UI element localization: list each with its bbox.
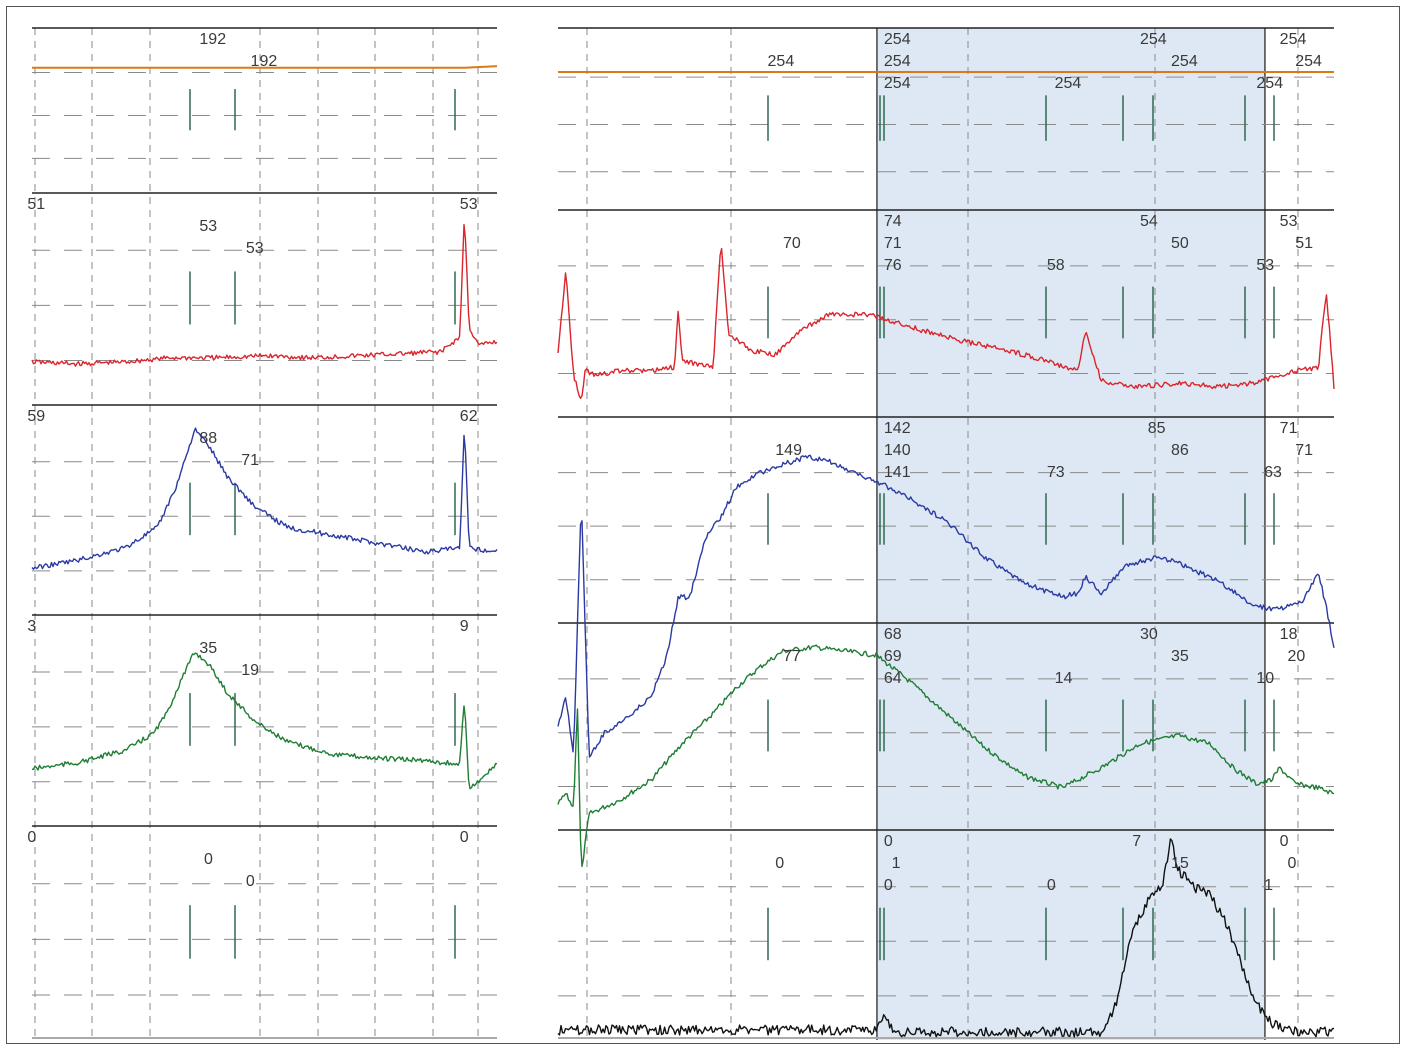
value-label-ch1: 53 <box>246 240 264 257</box>
value-label-ch2: 63 <box>1264 464 1282 481</box>
value-label-ch1: 53 <box>1280 213 1298 230</box>
value-label-ch3: 14 <box>1055 670 1073 687</box>
value-label-ch0: 192 <box>199 31 226 48</box>
value-label-ch2: 88 <box>199 430 217 447</box>
value-label-ch3: 19 <box>241 662 259 679</box>
value-label-ch3: 77 <box>783 648 801 665</box>
value-label-ch3: 64 <box>884 670 902 687</box>
value-label-ch4: 0 <box>775 855 784 872</box>
value-label-ch3: 10 <box>1256 670 1274 687</box>
value-label-ch1: 53 <box>460 196 478 213</box>
value-label-ch1: 76 <box>884 257 902 274</box>
value-label-ch1: 71 <box>884 235 902 252</box>
value-label-ch1: 51 <box>1295 235 1313 252</box>
value-label-ch0: 254 <box>884 31 911 48</box>
value-label-ch0: 254 <box>1280 31 1307 48</box>
value-label-ch1: 51 <box>27 196 45 213</box>
value-label-ch4: 0 <box>27 829 36 846</box>
value-label-ch0: 254 <box>1295 53 1322 70</box>
value-label-ch0: 254 <box>884 75 911 92</box>
value-label-ch1: 53 <box>199 218 217 235</box>
value-label-ch2: 71 <box>241 452 259 469</box>
value-label-ch2: 73 <box>1047 464 1065 481</box>
trace-channel-1 <box>31 224 498 367</box>
value-label-ch3: 3 <box>27 618 36 635</box>
value-label-ch1: 74 <box>884 213 902 230</box>
value-label-ch3: 35 <box>199 640 217 657</box>
trace-channel-1 <box>557 247 1335 399</box>
value-label-ch4: 1 <box>1264 877 1273 894</box>
value-label-ch1: 50 <box>1171 235 1189 252</box>
value-label-ch4: 0 <box>460 829 469 846</box>
value-label-ch3: 69 <box>884 648 902 665</box>
value-label-ch3: 18 <box>1280 626 1298 643</box>
value-label-ch3: 20 <box>1287 648 1305 665</box>
value-label-ch2: 62 <box>460 408 478 425</box>
value-label-ch2: 141 <box>884 464 911 481</box>
trace-channel-4 <box>557 838 1335 1038</box>
value-label-ch0: 192 <box>251 53 278 70</box>
value-label-ch2: 86 <box>1171 442 1189 459</box>
trace-channel-2 <box>31 427 498 570</box>
value-label-ch3: 9 <box>460 618 469 635</box>
value-label-ch1: 54 <box>1140 213 1158 230</box>
value-label-ch1: 53 <box>1256 257 1274 274</box>
value-label-ch2: 71 <box>1295 442 1313 459</box>
value-label-ch3: 68 <box>884 626 902 643</box>
value-label-ch3: 30 <box>1140 626 1158 643</box>
value-label-ch4: 0 <box>246 873 255 890</box>
value-label-ch2: 59 <box>27 408 45 425</box>
trace-channel-3 <box>557 644 1335 868</box>
value-label-ch4: 0 <box>1280 833 1289 850</box>
value-label-ch2: 142 <box>884 420 911 437</box>
trace-channel-2 <box>557 454 1335 758</box>
value-label-ch0: 254 <box>884 53 911 70</box>
value-label-ch4: 0 <box>884 833 893 850</box>
figure-frame <box>6 6 1400 1044</box>
value-label-ch4: 0 <box>204 851 213 868</box>
value-label-ch0: 254 <box>768 53 795 70</box>
value-label-ch0: 254 <box>1055 75 1082 92</box>
value-label-ch4: 0 <box>1287 855 1296 872</box>
value-label-ch0: 254 <box>1256 75 1283 92</box>
value-label-ch2: 149 <box>775 442 802 459</box>
value-label-ch4: 7 <box>1132 833 1141 850</box>
value-label-ch1: 70 <box>783 235 801 252</box>
trace-channel-0 <box>32 65 497 69</box>
value-label-ch4: 15 <box>1171 855 1189 872</box>
value-label-ch4: 0 <box>1047 877 1056 894</box>
value-label-ch2: 85 <box>1148 420 1166 437</box>
trace-channel-3 <box>31 652 498 790</box>
value-label-ch0: 254 <box>1171 53 1198 70</box>
value-label-ch4: 0 <box>884 877 893 894</box>
value-label-ch4: 1 <box>892 855 901 872</box>
selection-band <box>876 28 1265 1040</box>
value-label-ch3: 35 <box>1171 648 1189 665</box>
value-label-ch1: 58 <box>1047 257 1065 274</box>
value-label-ch2: 71 <box>1280 420 1298 437</box>
value-label-ch2: 140 <box>884 442 911 459</box>
value-label-ch0: 254 <box>1140 31 1167 48</box>
